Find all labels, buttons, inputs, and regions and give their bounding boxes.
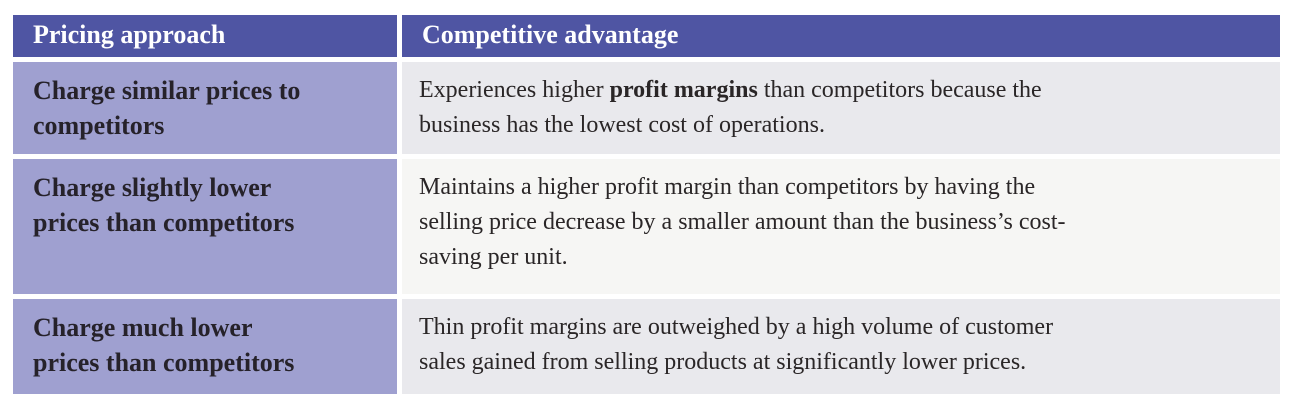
table-row: Charge slightly lower prices than compet… [13, 159, 1280, 294]
advantage-text: Experiences higher [419, 77, 610, 103]
advantage-text: than competitors because the business ha… [419, 77, 1042, 138]
approach-cell: Charge similar prices to competitors [13, 62, 397, 154]
advantage-text: Maintains a higher profit margin than co… [419, 174, 1066, 270]
table-row: Charge much lower prices than competitor… [13, 299, 1280, 394]
header-competitive-advantage: Competitive advantage [402, 15, 1280, 57]
advantage-cell: Experiences higher profit margins than c… [402, 62, 1280, 154]
pricing-comparison-table: Pricing approach Competitive advantage C… [8, 10, 1285, 399]
advantage-text: Thin profit margins are outweighed by a … [419, 314, 1054, 375]
table-row: Charge similar prices to competitors Exp… [13, 62, 1280, 154]
advantage-bold-text: profit margins [609, 77, 758, 103]
advantage-cell: Maintains a higher profit margin than co… [402, 159, 1280, 294]
table-header-row: Pricing approach Competitive advantage [13, 15, 1280, 57]
approach-cell: Charge slightly lower prices than compet… [13, 159, 397, 294]
approach-cell: Charge much lower prices than competitor… [13, 299, 397, 394]
header-pricing-approach: Pricing approach [13, 15, 397, 57]
advantage-cell: Thin profit margins are outweighed by a … [402, 299, 1280, 394]
